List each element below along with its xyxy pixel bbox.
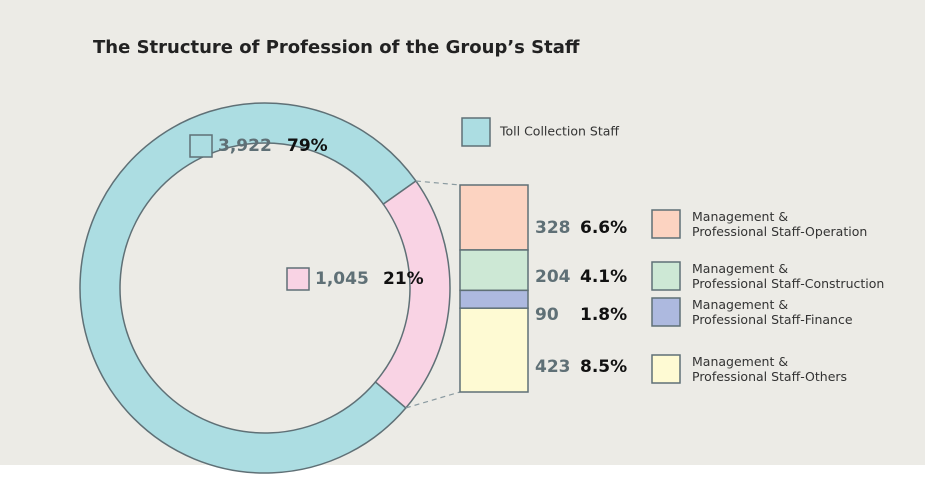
legend-label: Management & Professional Staff-Operatio…: [692, 209, 868, 239]
legend-swatch: [651, 354, 681, 384]
value-label: 1,045: [315, 269, 369, 289]
percent-label: 6.6%: [580, 218, 627, 238]
legend-swatch: [651, 297, 681, 327]
percent-label: 79%: [287, 136, 328, 156]
value-label: 3,922: [218, 136, 272, 156]
legend-swatch: [651, 209, 681, 239]
donut-slice: [79, 102, 417, 474]
percent-label: 21%: [383, 269, 424, 289]
bar-segment: [459, 184, 529, 251]
percent-label: 4.1%: [580, 267, 627, 287]
value-label: 328: [535, 218, 571, 238]
legend-label: Management & Professional Staff-Others: [692, 354, 848, 384]
bar-segment: [459, 289, 529, 309]
connector: [415, 180, 461, 186]
legend-label: Management & Professional Staff-Construc…: [692, 261, 885, 291]
connector: [405, 391, 461, 409]
label-swatch: [189, 134, 213, 158]
percent-label: 8.5%: [580, 357, 627, 377]
bar-segment: [459, 307, 529, 393]
value-label: 90: [535, 305, 559, 325]
legend-swatch: [651, 261, 681, 291]
legend-label: Management & Professional Staff-Finance: [692, 297, 853, 327]
percent-label: 1.8%: [580, 305, 627, 325]
label-swatch: [286, 267, 310, 291]
bar-segment: [459, 249, 529, 292]
legend-swatch: [461, 117, 491, 147]
chart-title: The Structure of Profession of the Group…: [93, 37, 580, 58]
value-label: 204: [535, 267, 571, 287]
legend-label: Toll Collection Staff: [499, 124, 619, 139]
value-label: 423: [535, 357, 571, 377]
